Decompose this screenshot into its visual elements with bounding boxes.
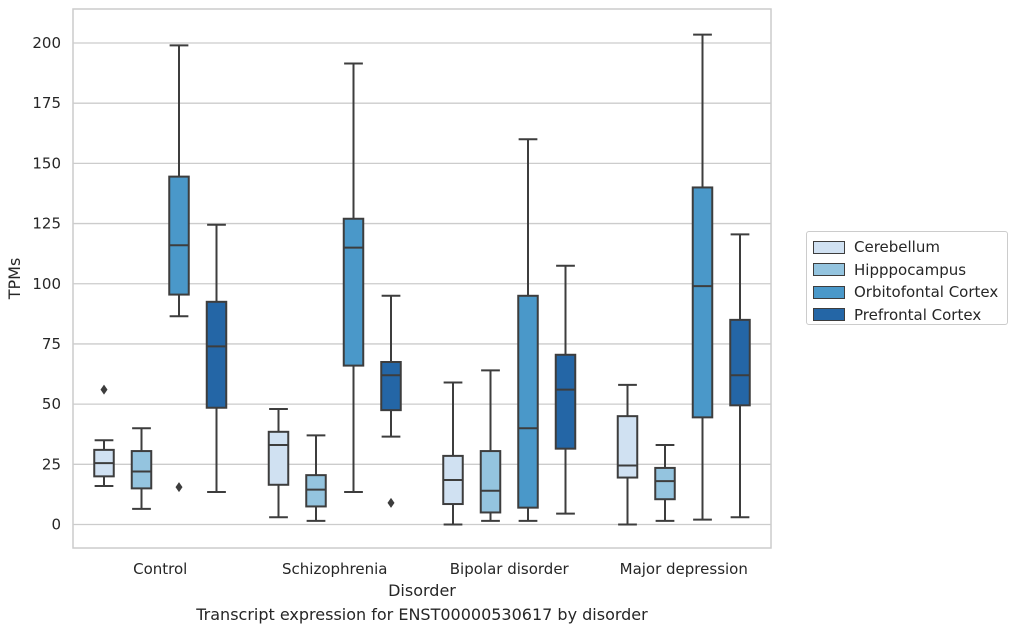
legend-item: Prefrontal Cortex bbox=[813, 304, 1007, 327]
box-hipppocampus bbox=[654, 444, 676, 522]
legend-label: Hipppocampus bbox=[854, 260, 967, 279]
legend-swatch bbox=[813, 240, 845, 254]
axis-ticks: 0 25 50 75 100 125 150 175 200 Control Schizophren… bbox=[32, 34, 748, 578]
y-tick-label-125: 125 bbox=[32, 215, 61, 233]
box-body bbox=[342, 217, 365, 367]
box-orbitofontal-cortex bbox=[168, 44, 190, 493]
y-tick-label-25: 25 bbox=[42, 455, 61, 473]
legend-label: Prefrontal Cortex bbox=[854, 305, 982, 324]
box-orbitofontal-cortex bbox=[691, 33, 714, 521]
legend-item: Orbitofontal Cortex bbox=[813, 281, 1007, 304]
y-tick-label-150: 150 bbox=[32, 154, 61, 172]
box-body bbox=[479, 450, 502, 514]
legend-swatch bbox=[813, 263, 845, 277]
box-orbitofontal-cortex bbox=[342, 62, 365, 493]
box-body bbox=[654, 466, 676, 501]
x-tick-label: Schizophrenia bbox=[282, 560, 387, 578]
box-body bbox=[517, 294, 539, 509]
y-tick-label-75: 75 bbox=[42, 335, 61, 353]
box-prefrontal-cortex bbox=[554, 264, 577, 515]
box-series bbox=[93, 33, 751, 526]
y-tick-label-100: 100 bbox=[32, 275, 61, 293]
outlier-point bbox=[387, 497, 395, 508]
box-body bbox=[168, 175, 190, 296]
box-orbitofontal-cortex bbox=[517, 138, 539, 522]
y-tick-label-175: 175 bbox=[32, 94, 61, 112]
box-body bbox=[305, 474, 327, 508]
legend-swatch bbox=[813, 308, 845, 322]
box-cerebellum bbox=[267, 407, 290, 519]
plot-area-frame bbox=[72, 8, 772, 549]
box-prefrontal-cortex bbox=[380, 294, 402, 508]
y-tick-label-0: 0 bbox=[51, 516, 61, 534]
box-body bbox=[380, 360, 402, 412]
box-hipppocampus bbox=[479, 369, 502, 522]
x-tick-label: Bipolar disorder bbox=[450, 560, 570, 578]
legend-item: Cerebellum bbox=[813, 236, 1007, 259]
box-hipppocampus bbox=[305, 434, 327, 522]
box-body bbox=[267, 430, 290, 486]
box-body bbox=[130, 450, 153, 490]
box-prefrontal-cortex bbox=[205, 223, 228, 493]
box-prefrontal-cortex bbox=[729, 233, 751, 519]
box-cerebellum bbox=[616, 383, 639, 526]
box-cerebellum bbox=[93, 384, 115, 487]
x-tick-label: Control bbox=[133, 560, 187, 578]
box-body bbox=[554, 353, 577, 450]
box-body bbox=[691, 186, 714, 419]
y-tick-label-50: 50 bbox=[42, 395, 61, 413]
box-body bbox=[205, 300, 228, 409]
legend-label: Cerebellum bbox=[854, 238, 940, 257]
x-axis-label: Disorder bbox=[388, 581, 456, 600]
x-tick-label: Major depression bbox=[620, 560, 748, 578]
legend-item: Hipppocampus bbox=[813, 259, 1007, 282]
y-tick-label-200: 200 bbox=[32, 34, 61, 52]
box-hipppocampus bbox=[130, 427, 153, 510]
box-cerebellum bbox=[442, 381, 464, 526]
y-axis-label: TPMs bbox=[5, 258, 24, 301]
box-body bbox=[729, 318, 751, 407]
outlier-point bbox=[100, 384, 108, 395]
box-body bbox=[616, 415, 639, 479]
legend: Cerebellum Hipppocampus Orbitofontal Corte… bbox=[806, 231, 1008, 325]
outlier-point bbox=[175, 482, 183, 493]
legend-label: Orbitofontal Cortex bbox=[854, 283, 999, 302]
legend-swatch bbox=[813, 285, 845, 299]
chart-caption: Transcript expression for ENST0000053061… bbox=[196, 605, 648, 624]
